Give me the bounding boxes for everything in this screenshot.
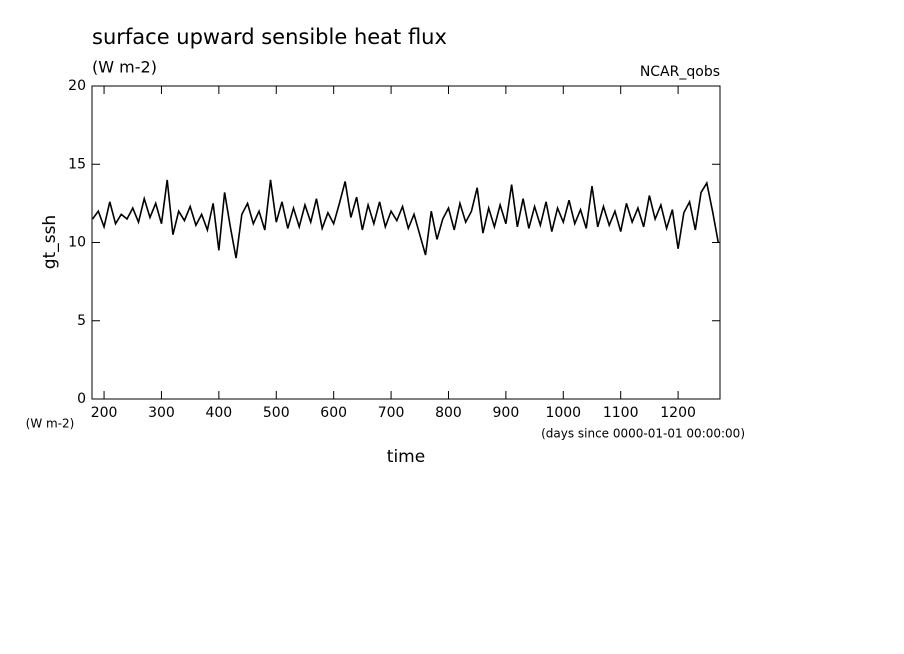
data-line	[91, 179, 720, 259]
x-tick-label: 900	[493, 405, 520, 421]
x-units: (days since 0000-01-01 00:00:00)	[541, 427, 745, 441]
y-tick-label: 0	[77, 391, 86, 407]
y-tick-label: 10	[68, 235, 86, 251]
x-axis-label: time	[387, 447, 425, 467]
x-tick-label: 200	[91, 405, 118, 421]
x-tick-label: 400	[205, 405, 232, 421]
chart-subtitle: (W m-2)	[92, 58, 157, 77]
x-tick-label: 800	[435, 405, 462, 421]
x-tick-label: 1000	[545, 405, 581, 421]
y-tick-label: 5	[77, 313, 86, 329]
source-label: NCAR_qobs	[640, 64, 720, 80]
x-tick-label: 1200	[660, 405, 696, 421]
y-tick-label: 20	[68, 78, 86, 94]
y-tick-label: 15	[68, 156, 86, 172]
y-units: (W m-2)	[26, 417, 75, 431]
chart-title: surface upward sensible heat flux	[92, 25, 447, 49]
x-tick-label: 300	[148, 405, 175, 421]
x-tick-label: 500	[263, 405, 290, 421]
y-axis-label: gt_ssh	[40, 215, 60, 269]
x-tick-label: 1100	[603, 405, 639, 421]
x-tick-label: 600	[320, 405, 347, 421]
x-tick-label: 700	[378, 405, 405, 421]
